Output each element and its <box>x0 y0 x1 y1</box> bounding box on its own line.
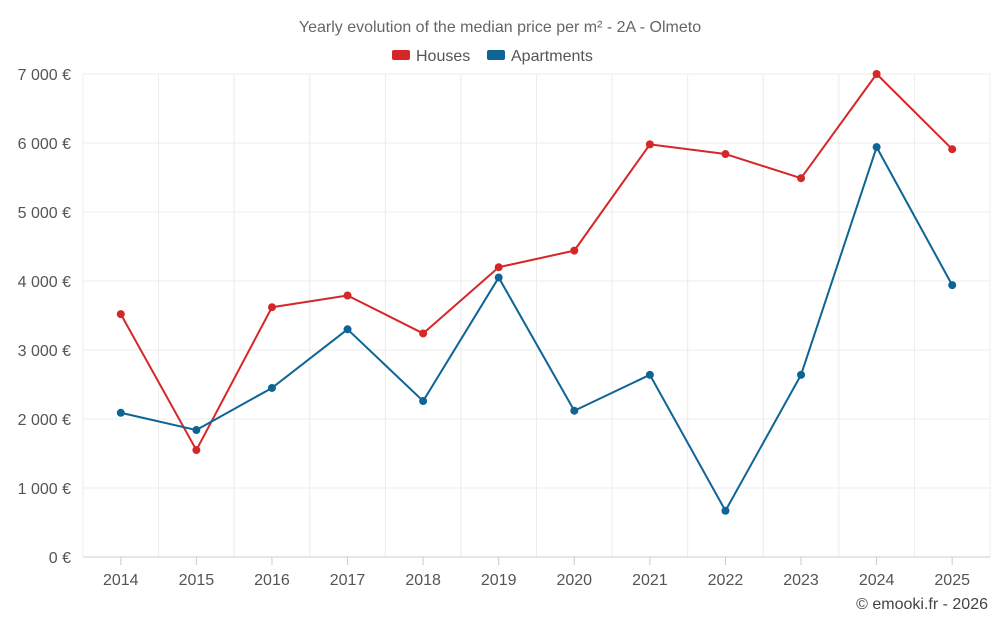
data-point-apartments[interactable] <box>721 506 730 515</box>
legend-label-apartments: Apartments <box>511 48 593 65</box>
y-tick-label: 6 000 € <box>18 136 71 153</box>
data-point-houses[interactable] <box>721 150 730 159</box>
data-point-apartments[interactable] <box>192 426 201 435</box>
data-point-apartments[interactable] <box>116 408 125 417</box>
data-point-houses[interactable] <box>419 329 428 338</box>
data-point-houses[interactable] <box>645 140 654 149</box>
series-line-apartments <box>120 146 954 512</box>
x-tick-label: 2018 <box>405 572 441 589</box>
x-tick-label: 2020 <box>556 572 592 589</box>
data-point-apartments[interactable] <box>343 325 352 334</box>
legend-label-houses: Houses <box>416 48 470 65</box>
data-point-houses[interactable] <box>494 263 503 272</box>
y-tick-label: 2 000 € <box>18 412 71 429</box>
grid <box>82 73 991 558</box>
series-houses <box>116 70 957 455</box>
data-point-houses[interactable] <box>948 145 957 154</box>
data-point-houses[interactable] <box>570 246 579 255</box>
legend-item-apartments[interactable]: Apartments <box>487 48 593 65</box>
data-point-apartments[interactable] <box>948 281 957 290</box>
y-tick-label: 7 000 € <box>18 67 71 84</box>
data-point-apartments[interactable] <box>570 406 579 415</box>
x-tick-label: 2014 <box>103 572 139 589</box>
x-tick-label: 2024 <box>859 572 895 589</box>
y-tick-label: 4 000 € <box>18 274 71 291</box>
y-tick-label: 5 000 € <box>18 205 71 222</box>
credit-text: © emooki.fr - 2026 <box>856 596 988 613</box>
y-axis-ticks: 0 € 1 000 € 2 000 € 3 000 € 4 000 € 5 000 € 6 … <box>18 67 71 567</box>
data-point-houses[interactable] <box>872 70 881 78</box>
data-point-apartments[interactable] <box>419 397 428 406</box>
legend-swatch-houses <box>392 50 410 60</box>
y-tick-label: 3 000 € <box>18 343 71 360</box>
x-tick-label: 2019 <box>481 572 517 589</box>
series-layer <box>116 70 957 515</box>
data-point-houses[interactable] <box>797 174 806 183</box>
series-apartments <box>116 143 957 515</box>
data-point-houses[interactable] <box>267 303 276 312</box>
data-point-houses[interactable] <box>192 446 201 455</box>
data-point-apartments[interactable] <box>494 273 503 282</box>
y-tick-label: 1 000 € <box>18 481 71 498</box>
x-tick-label: 2023 <box>783 572 819 589</box>
data-point-apartments[interactable] <box>797 370 806 379</box>
legend-item-houses[interactable]: Houses <box>392 48 470 65</box>
series-line-houses <box>119 73 953 452</box>
data-point-houses[interactable] <box>116 310 125 319</box>
legend-swatch-apartments <box>487 50 505 60</box>
x-axis-ticks: 2014 2015 2016 2017 2018 2019 2020 2021 2022 2023… <box>103 557 970 589</box>
x-tick-label: 2016 <box>254 572 290 589</box>
data-point-apartments[interactable] <box>267 383 276 392</box>
x-tick-label: 2022 <box>708 572 744 589</box>
data-point-houses[interactable] <box>343 291 352 300</box>
x-tick-label: 2015 <box>179 572 215 589</box>
x-tick-label: 2025 <box>934 572 970 589</box>
x-tick-label: 2017 <box>330 572 366 589</box>
data-point-apartments[interactable] <box>645 370 654 379</box>
x-tick-label: 2021 <box>632 572 668 589</box>
chart-title: Yearly evolution of the median price per… <box>299 19 701 36</box>
legend: Houses Apartments <box>392 48 593 65</box>
data-point-apartments[interactable] <box>872 143 881 152</box>
y-tick-label: 0 € <box>49 550 71 567</box>
